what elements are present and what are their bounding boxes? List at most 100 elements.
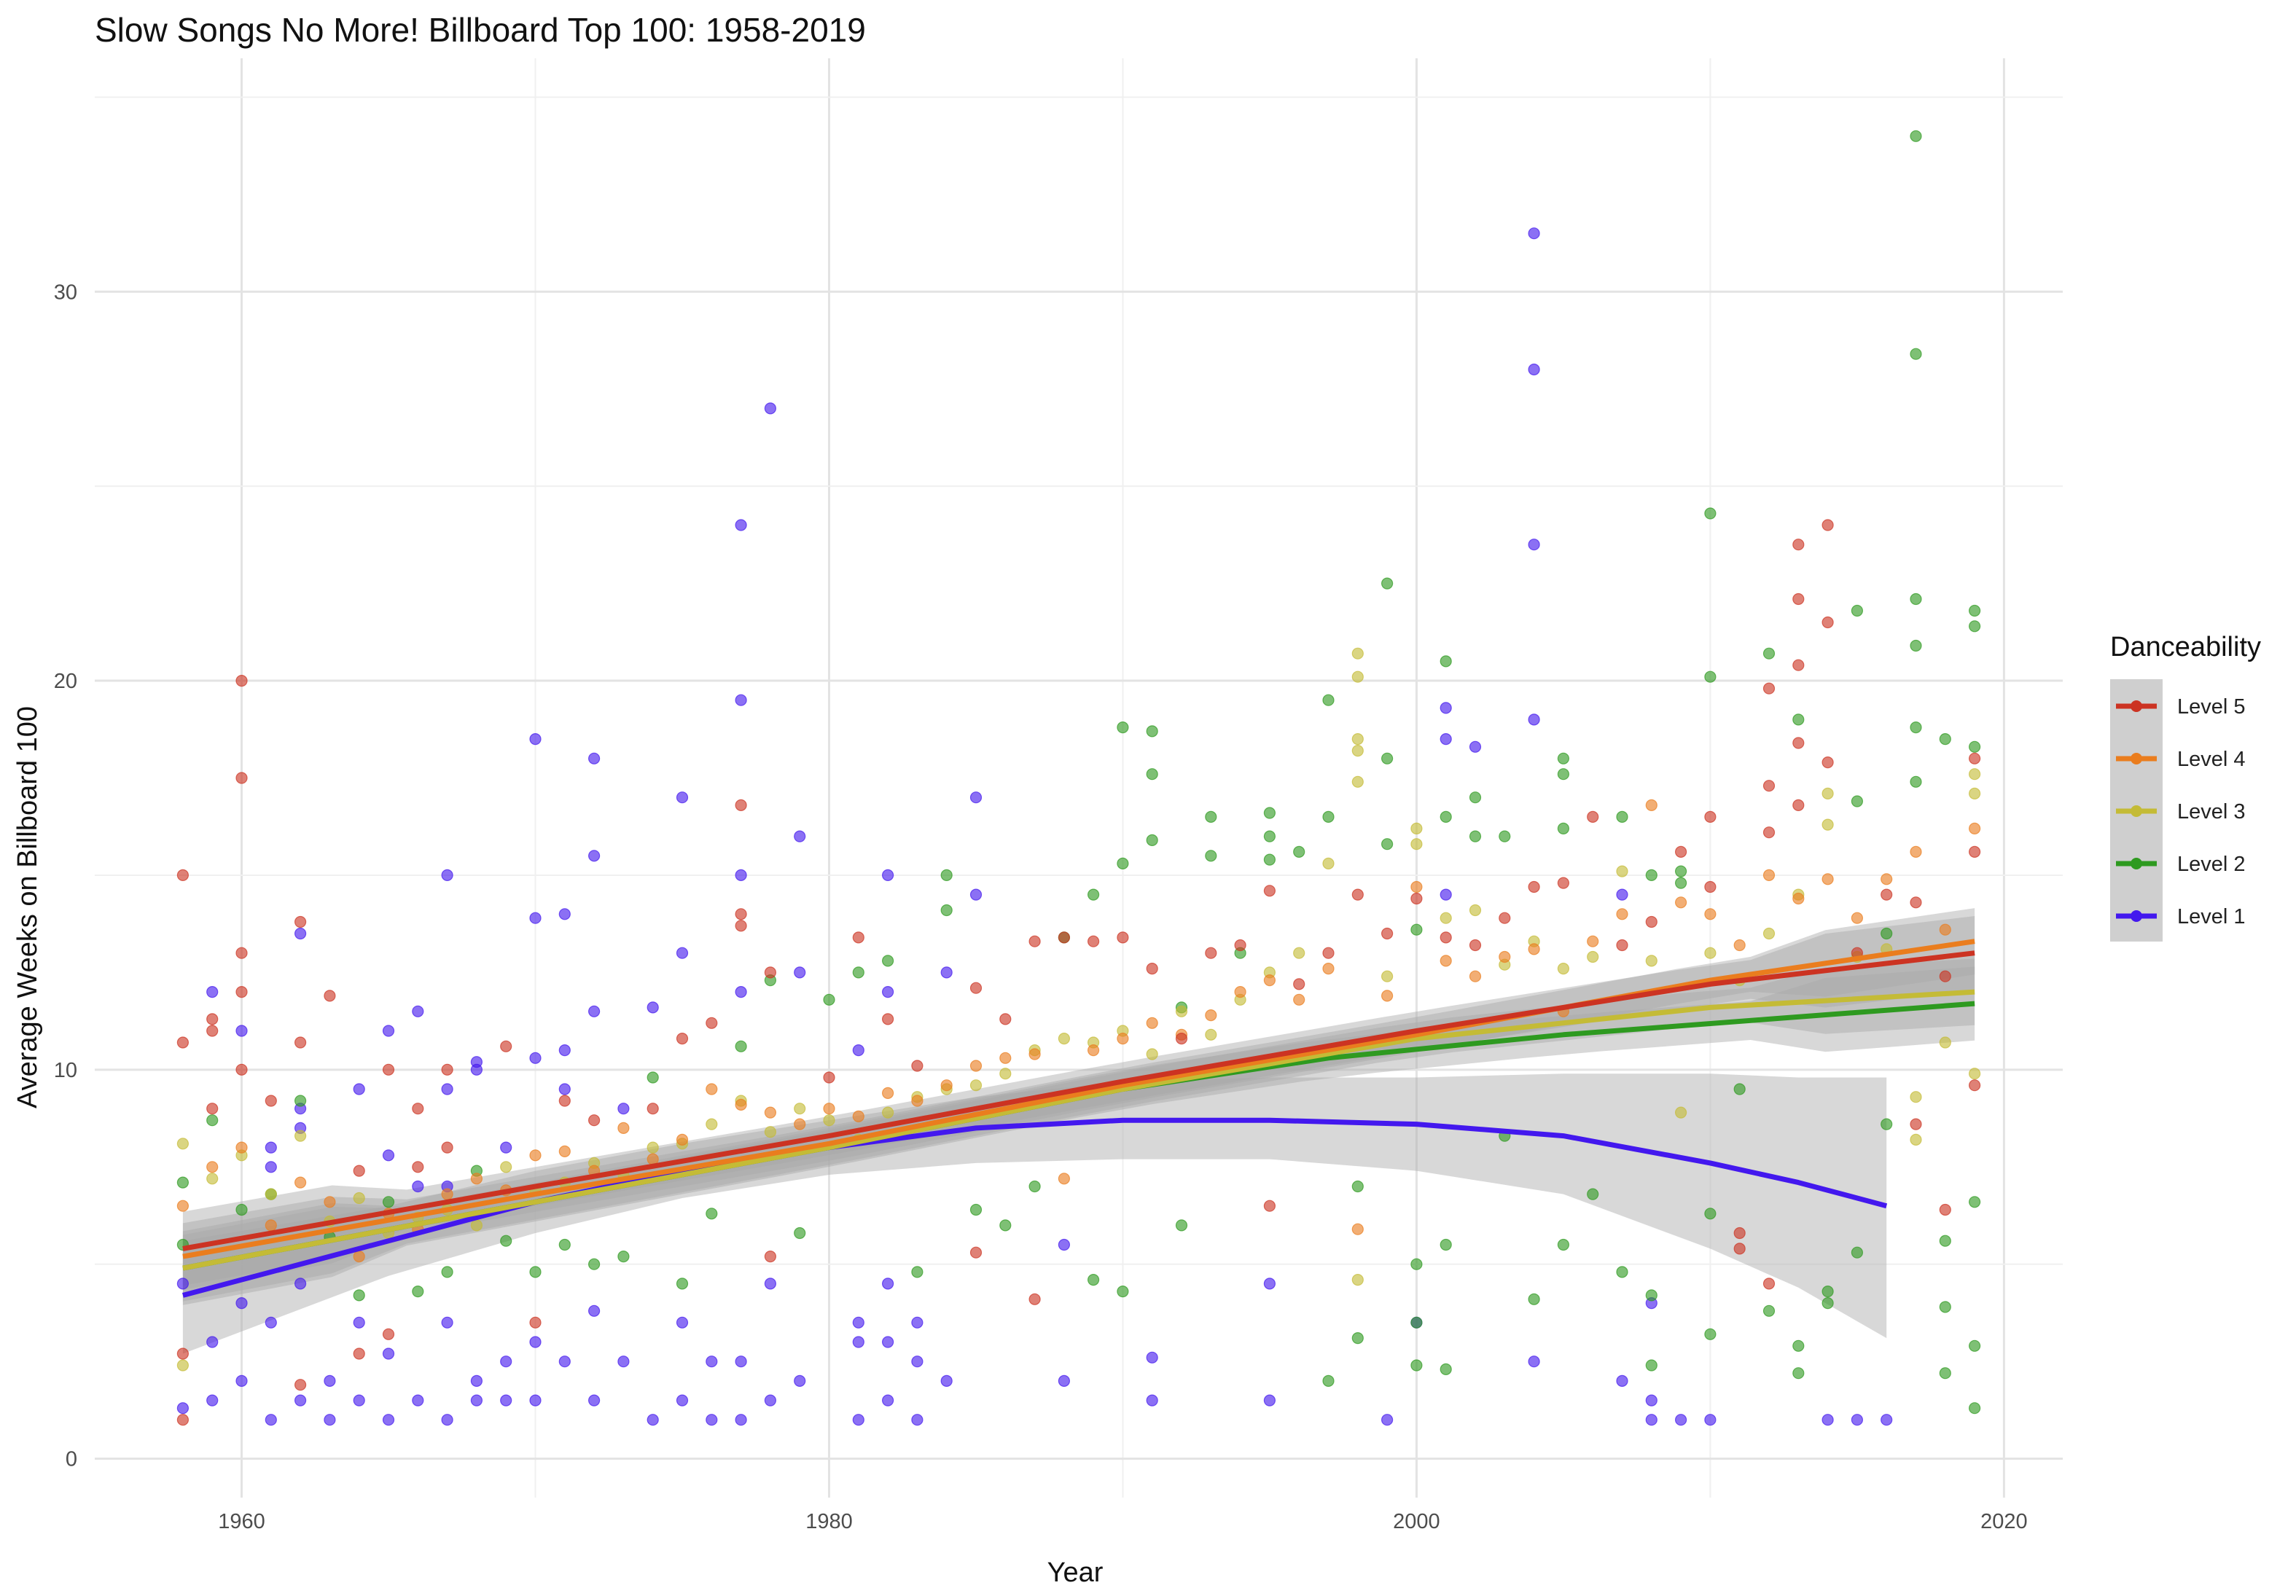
point-level-1-105: [1528, 227, 1540, 240]
point-level-5-71: [1733, 1227, 1746, 1240]
point-level-1-103: [1440, 888, 1452, 901]
point-level-1-49: [558, 1356, 571, 1368]
point-level-1-44: [529, 1336, 542, 1348]
point-level-3-49: [1410, 838, 1423, 850]
point-level-2-94: [1821, 1296, 1834, 1310]
point-level-5-54: [1263, 1200, 1276, 1212]
point-level-3-22: [794, 1103, 806, 1115]
point-level-1-68: [735, 985, 747, 998]
x-tick-label-1980: 1980: [805, 1510, 853, 1533]
point-level-4-54: [1762, 869, 1776, 882]
point-level-3-55: [1587, 950, 1599, 963]
point-level-3-69: [1939, 1036, 1951, 1049]
point-level-2-70: [1528, 1293, 1540, 1305]
point-level-2-96: [1851, 795, 1863, 807]
y-axis-title: Average Weeks on Billboard 100: [12, 706, 43, 1108]
point-level-2-61: [1410, 1359, 1423, 1372]
point-level-2-103: [1910, 639, 1922, 652]
point-level-2-91: [1792, 1339, 1805, 1352]
point-level-3-71: [1969, 787, 1981, 800]
legend-label-level-5: Level 5: [2177, 695, 2246, 719]
point-level-5-57: [1351, 888, 1364, 901]
point-level-2-110: [1969, 604, 1981, 617]
point-level-2-77: [1616, 1266, 1628, 1278]
point-level-2-24: [852, 966, 864, 979]
point-level-1-108: [1528, 713, 1540, 726]
point-level-1-118: [1851, 1414, 1863, 1426]
point-level-4-17: [676, 1133, 689, 1146]
point-level-2-86: [1704, 1328, 1717, 1340]
point-level-4-12: [529, 1149, 542, 1162]
point-level-2-109: [1939, 1367, 1951, 1380]
point-level-1-80: [852, 1414, 864, 1426]
point-level-1-1: [176, 1402, 189, 1415]
point-level-5-83: [1821, 616, 1834, 629]
point-level-2-104: [1910, 721, 1922, 734]
point-level-4-5: [324, 1196, 336, 1208]
point-level-2-36: [1117, 857, 1129, 870]
point-level-1-88: [911, 1414, 924, 1426]
point-level-5-3: [176, 1414, 189, 1426]
point-level-1-85: [881, 1394, 894, 1407]
point-level-1-21: [353, 1394, 365, 1407]
point-level-5-26: [558, 1095, 571, 1107]
point-level-4-28: [999, 1052, 1012, 1064]
point-level-1-86: [911, 1316, 924, 1329]
point-level-2-10: [441, 1266, 453, 1278]
point-level-2-18: [676, 1278, 689, 1290]
point-level-2-3: [235, 1203, 248, 1216]
point-level-3-50: [1440, 912, 1452, 924]
point-level-1-66: [735, 694, 747, 706]
point-level-1-59: [676, 791, 689, 804]
point-level-5-48: [1117, 931, 1129, 944]
point-level-1-72: [764, 1278, 777, 1290]
point-level-2-62: [1440, 655, 1452, 668]
legend-dot-level-3: [2131, 805, 2142, 817]
point-level-5-17: [353, 1165, 365, 1177]
point-level-5-61: [1469, 939, 1482, 952]
point-level-1-82: [881, 985, 894, 998]
point-level-1-70: [735, 1414, 747, 1426]
point-level-3-63: [1821, 787, 1834, 800]
point-level-1-110: [1616, 888, 1628, 901]
point-level-3-5: [294, 1130, 307, 1142]
point-level-1-30: [441, 1083, 453, 1095]
point-level-1-2: [206, 985, 219, 998]
point-level-2-90: [1792, 713, 1805, 726]
point-level-5-16: [324, 990, 336, 1002]
point-level-5-41: [969, 982, 983, 994]
point-level-2-33: [1087, 888, 1100, 901]
point-level-5-22: [412, 1103, 424, 1115]
point-level-5-49: [1146, 962, 1158, 975]
point-level-1-19: [353, 1083, 365, 1095]
point-level-1-94: [1058, 1374, 1071, 1388]
point-level-4-61: [1969, 822, 1981, 835]
legend-title: Danceability: [2110, 632, 2261, 662]
point-level-3-35: [1175, 1005, 1188, 1017]
point-level-2-101: [1910, 348, 1922, 360]
point-level-2-83: [1704, 507, 1717, 520]
point-level-1-27: [412, 1180, 424, 1193]
point-level-1-43: [529, 1052, 542, 1064]
point-level-5-42: [969, 1246, 983, 1259]
x-axis-title: Year: [1047, 1557, 1104, 1588]
point-level-1-104: [1469, 740, 1482, 753]
point-level-2-47: [1263, 830, 1276, 842]
point-level-1-45: [529, 1394, 542, 1407]
point-level-3-21: [764, 1126, 777, 1138]
point-level-1-5: [235, 1025, 248, 1037]
point-level-2-48: [1263, 853, 1276, 866]
point-level-4-30: [1058, 1173, 1071, 1185]
point-level-1-116: [1704, 1414, 1717, 1426]
point-level-4-58: [1881, 873, 1893, 885]
point-level-5-59: [1410, 892, 1423, 905]
point-level-3-25: [881, 1106, 894, 1119]
point-level-1-6: [235, 1296, 248, 1310]
x-tick-label-1960: 1960: [218, 1510, 265, 1533]
point-level-5-58: [1381, 927, 1394, 940]
point-level-2-82: [1675, 877, 1687, 889]
point-level-4-9: [441, 1188, 453, 1200]
point-level-1-38: [500, 1141, 512, 1154]
point-level-1-17: [324, 1374, 336, 1388]
